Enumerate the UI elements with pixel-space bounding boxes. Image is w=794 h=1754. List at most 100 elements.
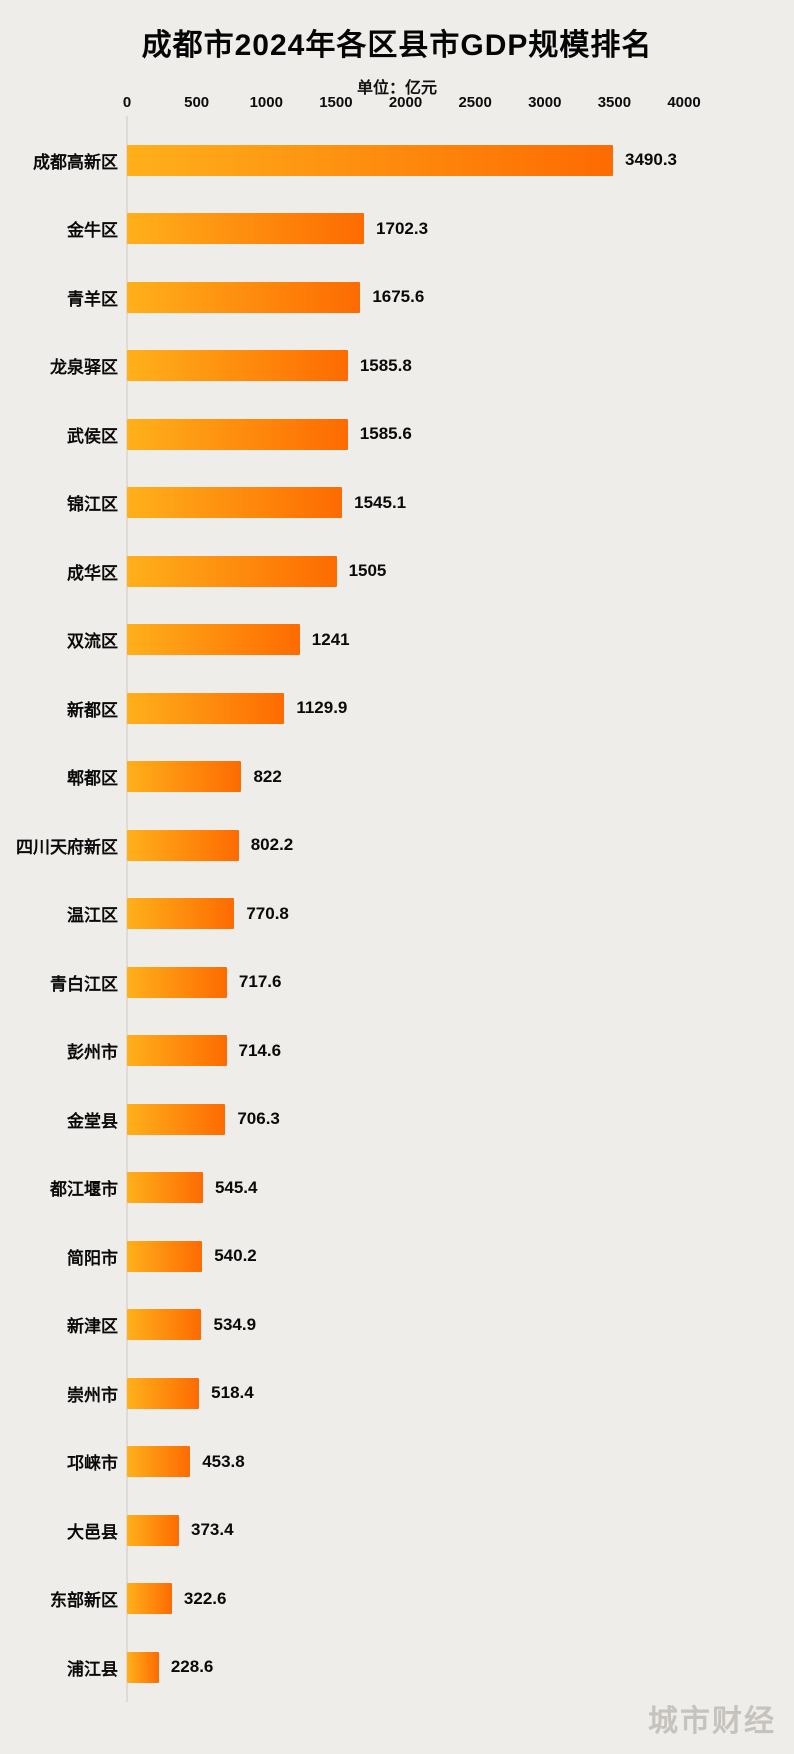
- category-label: 青白江区: [50, 974, 118, 994]
- bar-cell: 770.8: [127, 898, 794, 930]
- value-label: 802.2: [250, 835, 294, 855]
- value-label: 322.6: [183, 1588, 227, 1608]
- category-label: 东部新区: [50, 1591, 118, 1611]
- category-label: 都江堰市: [50, 1180, 118, 1200]
- value-label: 534.9: [213, 1314, 257, 1334]
- gdp-bar: [127, 487, 343, 519]
- bar-cell: 518.4: [127, 1377, 794, 1409]
- gdp-bar: [127, 761, 242, 793]
- value-label: 545.4: [214, 1177, 258, 1197]
- category-label: 四川天府新区: [16, 837, 118, 857]
- gdp-bar: [127, 213, 365, 245]
- category-label: 温江区: [67, 906, 118, 926]
- bar-cell: 322.6: [127, 1583, 794, 1615]
- value-label: 717.6: [238, 972, 282, 992]
- category-label: 邛崃市: [67, 1454, 118, 1474]
- category-label: 彭州市: [67, 1043, 118, 1063]
- x-axis-tick: 0: [122, 94, 132, 111]
- bar-row: 四川天府新区 802.2: [0, 811, 794, 880]
- gdp-bar: [127, 1377, 200, 1409]
- x-axis-tick: 500: [184, 94, 210, 111]
- bar-row: 龙泉驿区 1585.8: [0, 332, 794, 401]
- bar-row: 郫都区 822: [0, 743, 794, 812]
- bar-rows: 成都高新区 3490.3 金牛区 1702.3 青羊区 1675.6 龙泉驿区 1585.8 武…: [0, 126, 794, 1702]
- gdp-bar: [127, 1446, 191, 1478]
- bar-cell: 1585.8: [127, 350, 794, 382]
- gdp-bar: [127, 144, 614, 176]
- category-label: 金堂县: [67, 1111, 118, 1131]
- bar-cell: 534.9: [127, 1309, 794, 1341]
- bar-cell: 1129.9: [127, 692, 794, 724]
- x-axis-tick: 2000: [388, 94, 423, 111]
- bar-cell: 540.2: [127, 1240, 794, 1272]
- x-axis-tick: 3500: [597, 94, 632, 111]
- bar-row: 青羊区 1675.6: [0, 263, 794, 332]
- category-label: 简阳市: [67, 1248, 118, 1268]
- bar-row: 简阳市 540.2: [0, 1222, 794, 1291]
- bar-cell: 714.6: [127, 1035, 794, 1067]
- bar-row: 浦江县 228.6: [0, 1633, 794, 1702]
- bar-cell: 1585.6: [127, 418, 794, 450]
- bar-cell: 706.3: [127, 1103, 794, 1135]
- x-axis: 0 500 1000 1500 2000 2500 3000 3500 4000: [123, 94, 701, 112]
- chart-title: 成都市2024年各区县市GDP规模排名: [141, 29, 653, 62]
- bar-row: 青白江区 717.6: [0, 948, 794, 1017]
- x-axis-tick: 3000: [528, 94, 562, 111]
- value-label: 822: [253, 766, 282, 786]
- bar-cell: 373.4: [127, 1514, 794, 1546]
- bar-cell: 3490.3: [127, 144, 794, 176]
- bar-cell: 802.2: [127, 829, 794, 861]
- chart-unit-label: 单位：亿元: [356, 80, 437, 97]
- bar-cell: 1675.6: [127, 281, 794, 313]
- bar-cell: 1505: [127, 555, 794, 587]
- bar-cell: 545.4: [127, 1172, 794, 1204]
- category-label: 大邑县: [67, 1522, 118, 1542]
- category-label: 郫都区: [67, 769, 118, 789]
- bar-cell: 453.8: [127, 1446, 794, 1478]
- gdp-bar: [127, 966, 227, 998]
- bar-row: 新津区 534.9: [0, 1291, 794, 1360]
- category-label: 金牛区: [67, 221, 118, 241]
- value-label: 1505: [348, 561, 387, 581]
- bar-row: 崇州市 518.4: [0, 1359, 794, 1428]
- category-label: 新津区: [67, 1317, 118, 1337]
- value-label: 714.6: [238, 1040, 282, 1060]
- category-label: 双流区: [67, 632, 118, 652]
- bar-cell: 228.6: [127, 1651, 794, 1683]
- category-label: 成都高新区: [33, 152, 118, 172]
- bar-cell: 1702.3: [127, 213, 794, 245]
- watermark: 城市财经: [648, 1705, 776, 1738]
- bar-row: 锦江区 1545.1: [0, 469, 794, 538]
- bar-row: 都江堰市 545.4: [0, 1154, 794, 1223]
- gdp-bar: [127, 829, 239, 861]
- bar-row: 大邑县 373.4: [0, 1496, 794, 1565]
- category-label: 青羊区: [67, 289, 118, 309]
- gdp-bar: [127, 1240, 203, 1272]
- bar-row: 双流区 1241: [0, 606, 794, 675]
- category-label: 成华区: [67, 563, 118, 583]
- gdp-bar: [127, 898, 235, 930]
- category-label: 浦江县: [67, 1659, 118, 1679]
- gdp-bar: [127, 418, 348, 450]
- gdp-bar: [127, 350, 348, 382]
- value-label: 1702.3: [376, 218, 429, 238]
- value-label: 228.6: [170, 1657, 214, 1677]
- x-axis-tick: 4000: [667, 94, 701, 111]
- x-axis-tick: 2500: [458, 94, 492, 111]
- gdp-bar: [127, 624, 300, 656]
- gdp-bar: [127, 1103, 226, 1135]
- bar-row: 成都高新区 3490.3: [0, 126, 794, 195]
- category-label: 崇州市: [67, 1385, 118, 1405]
- gdp-bar: [127, 1172, 203, 1204]
- bar-row: 金牛区 1702.3: [0, 195, 794, 264]
- bar-cell: 1545.1: [127, 487, 794, 519]
- category-label: 锦江区: [67, 495, 118, 515]
- gdp-bar: [127, 1651, 159, 1683]
- bar-row: 彭州市 714.6: [0, 1017, 794, 1086]
- value-label: 1545.1: [354, 492, 407, 512]
- value-label: 373.4: [190, 1520, 234, 1540]
- value-label: 540.2: [214, 1246, 257, 1266]
- bar-cell: 822: [127, 761, 794, 793]
- gdp-bar: [127, 1583, 172, 1615]
- bar-row: 武侯区 1585.6: [0, 400, 794, 469]
